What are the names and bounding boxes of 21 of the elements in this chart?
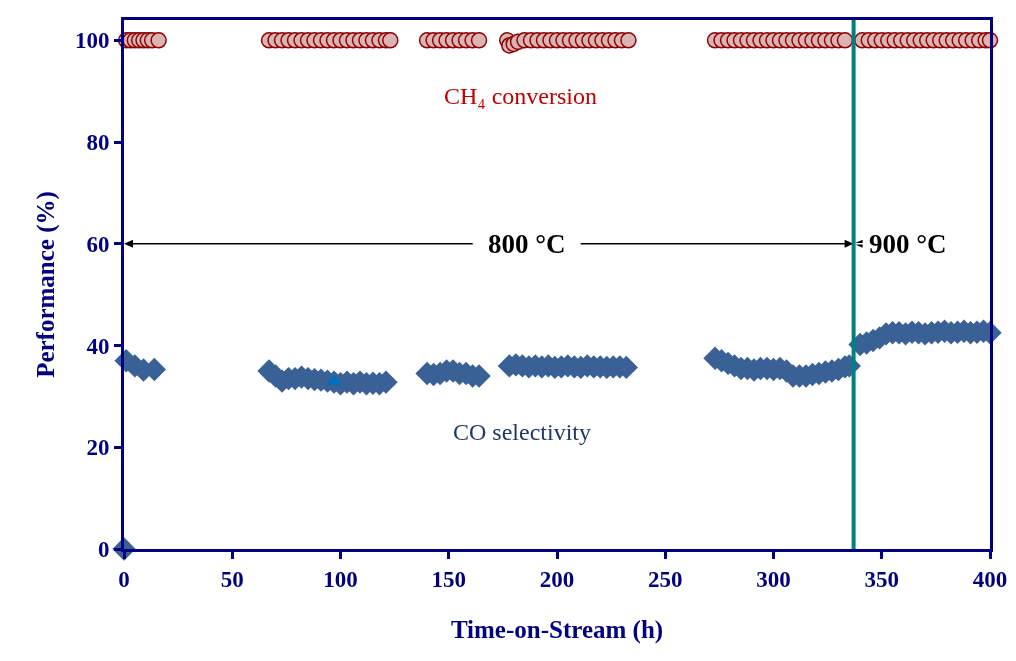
x-tick-label: 400	[972, 566, 1008, 592]
y-tick-label: 20	[86, 435, 110, 461]
annotation: 900 °C	[869, 229, 947, 259]
y-tick-label: 100	[74, 28, 110, 54]
y-tick-label: 40	[86, 333, 110, 359]
x-tick-label: 50	[220, 566, 244, 592]
x-tick-label: 300	[756, 566, 791, 592]
x-tick-label: 150	[431, 566, 466, 592]
x-tick-label: 350	[864, 566, 899, 592]
x-tick-label: 100	[323, 566, 358, 592]
x-tick-label: 250	[648, 566, 683, 592]
x-tick-label: 200	[539, 566, 575, 592]
y-tick-label: 60	[86, 231, 110, 257]
series-label: CH₄ conversion	[444, 83, 598, 109]
x-axis-title: Time-on-Stream (h)	[450, 615, 664, 644]
y-tick-label: 80	[86, 130, 110, 156]
y-tick-label: 0	[97, 537, 110, 563]
annotation: 800 °C	[488, 229, 566, 259]
series-label: CO selectivity	[453, 419, 591, 445]
y-axis-title: Performance (%)	[31, 191, 60, 378]
x-tick-label: 0	[118, 566, 130, 592]
